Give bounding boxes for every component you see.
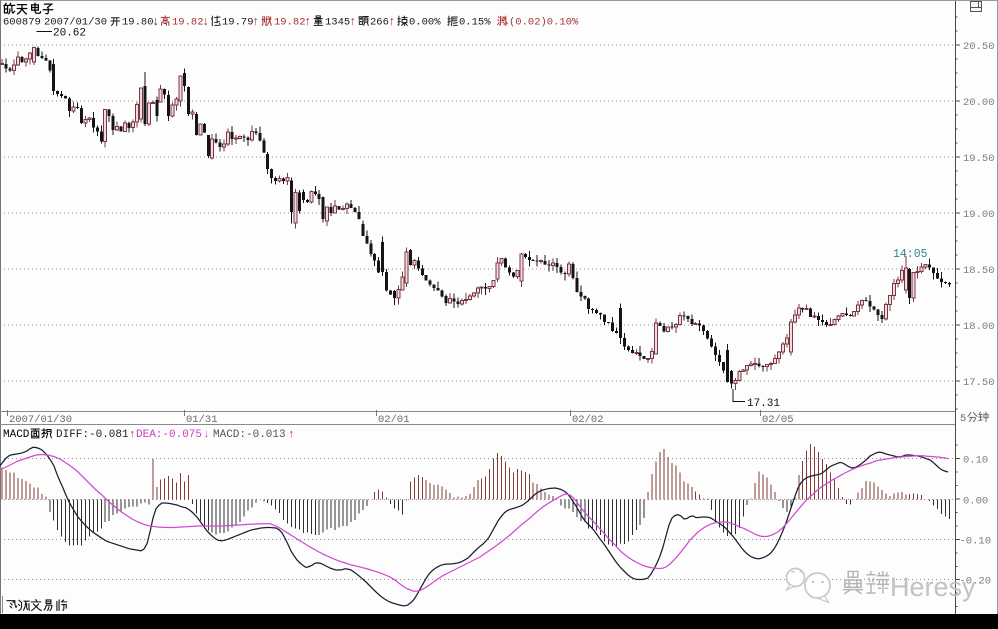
svg-text:17.50: 17.50 xyxy=(963,377,995,389)
svg-text:Heresy: Heresy xyxy=(890,572,976,602)
svg-text:600879: 600879 xyxy=(3,17,41,29)
svg-text:14:05: 14:05 xyxy=(893,248,928,261)
svg-text:01/31: 01/31 xyxy=(186,414,218,426)
svg-text:↓: ↓ xyxy=(152,15,160,29)
svg-text:17.31: 17.31 xyxy=(747,398,780,410)
svg-text:02/05: 02/05 xyxy=(762,414,794,426)
svg-text:5: 5 xyxy=(960,413,966,425)
svg-text:20.00: 20.00 xyxy=(963,97,995,109)
svg-text:2007/01/30: 2007/01/30 xyxy=(44,17,107,29)
svg-text:↓: ↓ xyxy=(202,15,210,29)
svg-text:↓: ↓ xyxy=(203,429,210,441)
svg-text:20.50: 20.50 xyxy=(963,41,995,53)
svg-text:0.15%: 0.15% xyxy=(459,17,491,29)
svg-text:1345: 1345 xyxy=(325,17,350,29)
svg-text:0.10: 0.10 xyxy=(963,455,988,467)
svg-text:-0.10: -0.10 xyxy=(960,536,992,548)
svg-text:19.79: 19.79 xyxy=(222,17,254,29)
svg-text:↑: ↑ xyxy=(252,15,260,29)
svg-text:0.00%: 0.00% xyxy=(409,17,441,29)
svg-text:↑: ↑ xyxy=(349,15,357,29)
svg-text:19.50: 19.50 xyxy=(963,153,995,165)
svg-text:↑: ↑ xyxy=(129,429,136,441)
svg-text:-0.20: -0.20 xyxy=(960,576,992,588)
svg-text:02/01: 02/01 xyxy=(378,414,410,426)
svg-text:18.00: 18.00 xyxy=(963,321,995,333)
svg-text:19.00: 19.00 xyxy=(963,209,995,221)
svg-text:0.00: 0.00 xyxy=(963,496,988,508)
svg-text:↑: ↑ xyxy=(304,15,312,29)
svg-text:18.50: 18.50 xyxy=(963,265,995,277)
svg-text:20.62: 20.62 xyxy=(53,28,86,40)
svg-text:2007/01/30: 2007/01/30 xyxy=(9,414,72,426)
svg-text:19.82: 19.82 xyxy=(274,17,306,29)
svg-text:DEA:-0.075: DEA:-0.075 xyxy=(136,429,202,441)
svg-text:(0.02)0.10%: (0.02)0.10% xyxy=(509,17,579,29)
svg-text:↑: ↑ xyxy=(388,15,396,29)
svg-text:19.80: 19.80 xyxy=(122,17,154,29)
svg-text:02/02: 02/02 xyxy=(572,414,604,426)
svg-text:↑: ↑ xyxy=(288,429,295,441)
svg-text:19.82: 19.82 xyxy=(172,17,204,29)
svg-text:MACD: MACD xyxy=(3,429,30,441)
svg-text:MACD:-0.013: MACD:-0.013 xyxy=(213,429,286,441)
svg-text:DIFF:-0.081: DIFF:-0.081 xyxy=(56,429,129,441)
svg-text:266: 266 xyxy=(370,17,389,29)
